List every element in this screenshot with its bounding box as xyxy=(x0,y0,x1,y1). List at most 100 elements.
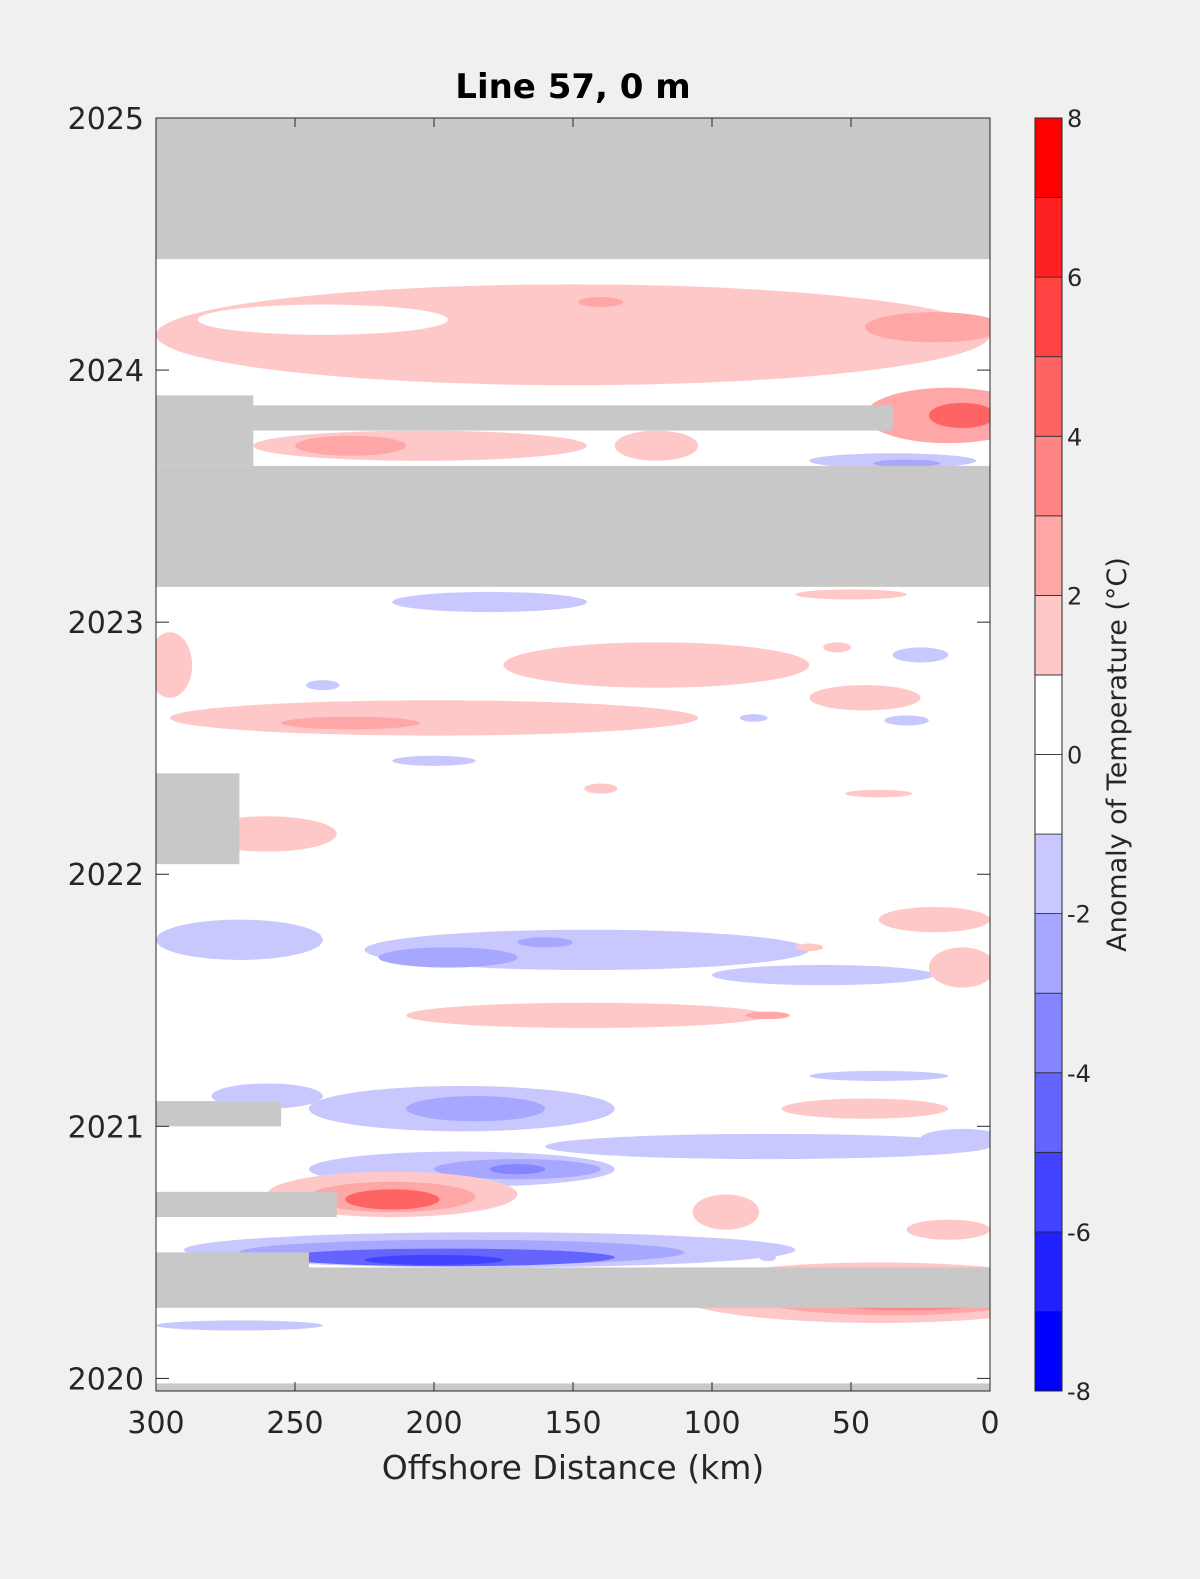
anomaly-region-14 xyxy=(503,642,810,688)
y-tick-label: 2023 xyxy=(68,606,144,641)
y-tick-label: 2024 xyxy=(68,354,144,389)
colorbar-tick-label: 0 xyxy=(1067,742,1082,770)
anomaly-region-21 xyxy=(306,680,340,691)
anomaly-region-49 xyxy=(345,1189,440,1210)
anomaly-region-31 xyxy=(517,937,573,948)
anomaly-region-44 xyxy=(489,1164,546,1175)
anomaly-region-23 xyxy=(823,642,851,653)
axes: 300 250 200 150 100 50 0 2020 2021 2022 2023 2024 20… xyxy=(68,102,1000,1441)
anomaly-region-34 xyxy=(406,1002,768,1029)
x-axis-label: Offshore Distance (km) xyxy=(382,1448,764,1487)
anomaly-region-50 xyxy=(692,1194,760,1230)
anomaly-region-8 xyxy=(614,430,699,461)
colorbar-tick-label: -2 xyxy=(1067,901,1091,929)
missing-data-band-0 xyxy=(156,118,990,260)
anomaly-region-18 xyxy=(892,647,949,663)
colorbar-segment-3 xyxy=(1034,1072,1063,1153)
colorbar-frame xyxy=(1034,117,1063,1392)
anomaly-region-17 xyxy=(809,685,921,711)
y-tick-label: 2025 xyxy=(68,102,144,137)
anomaly-region-4 xyxy=(864,387,990,444)
y-tick-label: 2022 xyxy=(68,858,144,893)
anomaly-region-13 xyxy=(169,700,699,736)
colorbar-segment-1 xyxy=(1034,1231,1063,1312)
colorbar: -8 -6 -4 -2 0 2 4 6 8 xyxy=(1034,105,1091,1406)
anomaly-region-51 xyxy=(906,1219,990,1240)
anomaly-region-55 xyxy=(364,1254,504,1265)
anomaly-region-12 xyxy=(795,589,907,600)
anomaly-region-16 xyxy=(281,716,421,730)
missing-data-band-5 xyxy=(156,1252,309,1268)
anomaly-region-26 xyxy=(845,789,913,798)
colorbar-segment-6 xyxy=(1034,833,1063,915)
anomaly-region-20 xyxy=(739,714,768,722)
anomaly-region-19 xyxy=(884,715,929,726)
y-tick-label: 2020 xyxy=(68,1362,144,1397)
x-tick-label: 0 xyxy=(980,1406,999,1441)
colorbar-segment-15 xyxy=(1034,117,1063,198)
anomaly-region-41 xyxy=(781,1098,949,1119)
colorbar-tick-label: 4 xyxy=(1067,423,1082,451)
colorbar-tick-label: 6 xyxy=(1067,264,1082,292)
colorbar-segment-9 xyxy=(1034,594,1063,676)
anomaly-region-11 xyxy=(392,591,587,613)
missing-data-band-7 xyxy=(156,1101,282,1127)
colorbar-label: Anomaly of Temperature (°C) xyxy=(1102,557,1133,952)
anomaly-region-35 xyxy=(745,1011,790,1020)
x-tick-label: 300 xyxy=(127,1406,184,1441)
missing-data-band-8 xyxy=(156,1191,337,1218)
colorbar-segment-0 xyxy=(1034,1311,1063,1392)
anomaly-region-22 xyxy=(392,755,476,766)
anomaly-region-27 xyxy=(156,919,323,960)
anomaly-region-46 xyxy=(920,1128,990,1150)
x-tick-label: 100 xyxy=(683,1406,740,1441)
anomaly-region-24 xyxy=(584,783,618,794)
missing-data-band-1 xyxy=(156,465,990,587)
x-tick-label: 150 xyxy=(544,1406,601,1441)
colorbar-segment-10 xyxy=(1034,515,1063,596)
missing-data-band-3 xyxy=(253,405,893,431)
anomaly-region-0 xyxy=(156,284,990,386)
colorbar-segment-11 xyxy=(1034,435,1063,517)
x-tick-label: 250 xyxy=(266,1406,323,1441)
plot-area xyxy=(156,118,990,1391)
colorbar-segment-5 xyxy=(1034,913,1063,994)
anomaly-region-7 xyxy=(295,435,407,456)
anomaly-region-29 xyxy=(712,964,935,986)
anomaly-region-30 xyxy=(378,947,518,968)
missing-data-band-6 xyxy=(156,773,240,865)
colorbar-segment-12 xyxy=(1034,356,1063,437)
anomaly-region-2 xyxy=(864,312,990,343)
colorbar-segment-13 xyxy=(1034,276,1063,358)
colorbar-tick-label: 8 xyxy=(1067,105,1082,133)
colorbar-segment-2 xyxy=(1034,1151,1063,1233)
anomaly-region-15 xyxy=(156,632,193,698)
anomaly-region-32 xyxy=(878,907,990,933)
anomaly-region-1 xyxy=(197,304,448,335)
anomaly-region-10 xyxy=(873,459,940,468)
anomaly-region-45 xyxy=(545,1133,990,1160)
colorbar-segment-8 xyxy=(1034,674,1063,755)
colorbar-tick-label: -6 xyxy=(1067,1219,1091,1247)
anomaly-region-36 xyxy=(795,943,824,952)
chart-title: Line 57, 0 m xyxy=(455,67,690,107)
anomaly-region-3 xyxy=(578,296,624,308)
colorbar-segment-7 xyxy=(1034,754,1063,835)
colorbar-segment-14 xyxy=(1034,197,1063,278)
anomaly-region-63 xyxy=(156,1320,323,1331)
anomaly-region-40 xyxy=(809,1070,949,1081)
colorbar-tick-label: -4 xyxy=(1067,1060,1091,1088)
colorbar-segment-4 xyxy=(1034,992,1063,1074)
missing-data-band-2 xyxy=(156,395,254,466)
x-tick-label: 200 xyxy=(405,1406,462,1441)
x-tick-label: 50 xyxy=(832,1406,870,1441)
anomaly-region-5 xyxy=(928,402,990,429)
y-tick-label: 2021 xyxy=(68,1110,144,1145)
anomaly-region-39 xyxy=(406,1096,546,1122)
colorbar-tick-label: 2 xyxy=(1067,582,1082,610)
missing-data-band-4 xyxy=(156,1267,990,1308)
anomaly-region-33 xyxy=(928,947,990,988)
colorbar-tick-label: -8 xyxy=(1067,1378,1091,1406)
